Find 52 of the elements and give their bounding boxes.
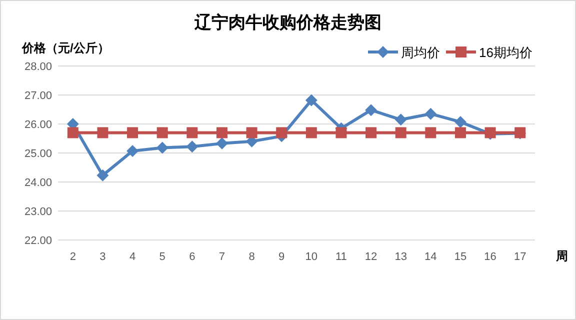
y-axis-title: 价格（元/公斤）	[21, 41, 110, 55]
point	[454, 116, 466, 128]
x-tick-label: 3	[100, 251, 106, 263]
point	[305, 94, 318, 106]
x-tick-label: 4	[129, 251, 136, 263]
point	[67, 127, 78, 138]
y-tick-label: 27.00	[24, 90, 52, 102]
x-tick-label: 9	[278, 251, 285, 263]
point	[186, 127, 198, 138]
x-axis-title: 周	[555, 249, 568, 263]
legend-label: 16期均价	[479, 45, 532, 60]
point	[336, 127, 347, 138]
y-tick-label: 26.00	[24, 119, 52, 131]
x-tick-label: 7	[218, 251, 226, 263]
y-tick-label: 22.00	[24, 235, 52, 247]
point	[127, 127, 138, 138]
point	[216, 127, 228, 138]
x-tick-label: 8	[248, 251, 255, 263]
x-tick-label: 2	[70, 251, 76, 263]
point	[276, 127, 288, 138]
x-tick-label: 12	[364, 251, 378, 263]
point	[454, 127, 466, 138]
point	[395, 127, 406, 138]
x-tick-label: 6	[189, 251, 196, 263]
y-tick-label: 23.00	[24, 206, 52, 218]
x-tick-label: 17	[514, 251, 526, 263]
x-tick-label: 15	[454, 251, 467, 263]
point	[156, 127, 168, 138]
chart-title: 辽宁肉牛收购价格走势图	[194, 13, 382, 32]
point	[366, 127, 377, 138]
point	[306, 127, 317, 138]
point	[425, 127, 436, 138]
point	[126, 144, 139, 157]
point	[156, 142, 168, 154]
point	[365, 104, 378, 116]
point	[186, 140, 198, 153]
y-tick-label: 28.00	[24, 61, 52, 73]
x-tick-label: 10	[305, 251, 318, 263]
y-tick-label: 24.00	[24, 177, 52, 189]
x-tick-label: 13	[394, 251, 407, 263]
legend-label: 周均价	[401, 45, 440, 60]
point	[246, 127, 258, 138]
x-tick-label: 5	[159, 251, 166, 263]
x-tick-label: 11	[336, 251, 347, 263]
y-tick-label: 25.00	[24, 148, 52, 160]
point	[216, 137, 228, 150]
x-tick-label: 14	[424, 251, 437, 263]
point	[96, 169, 109, 182]
point	[424, 108, 437, 120]
x-tick-label: 16	[484, 251, 496, 263]
point	[394, 114, 407, 126]
point	[97, 127, 108, 138]
